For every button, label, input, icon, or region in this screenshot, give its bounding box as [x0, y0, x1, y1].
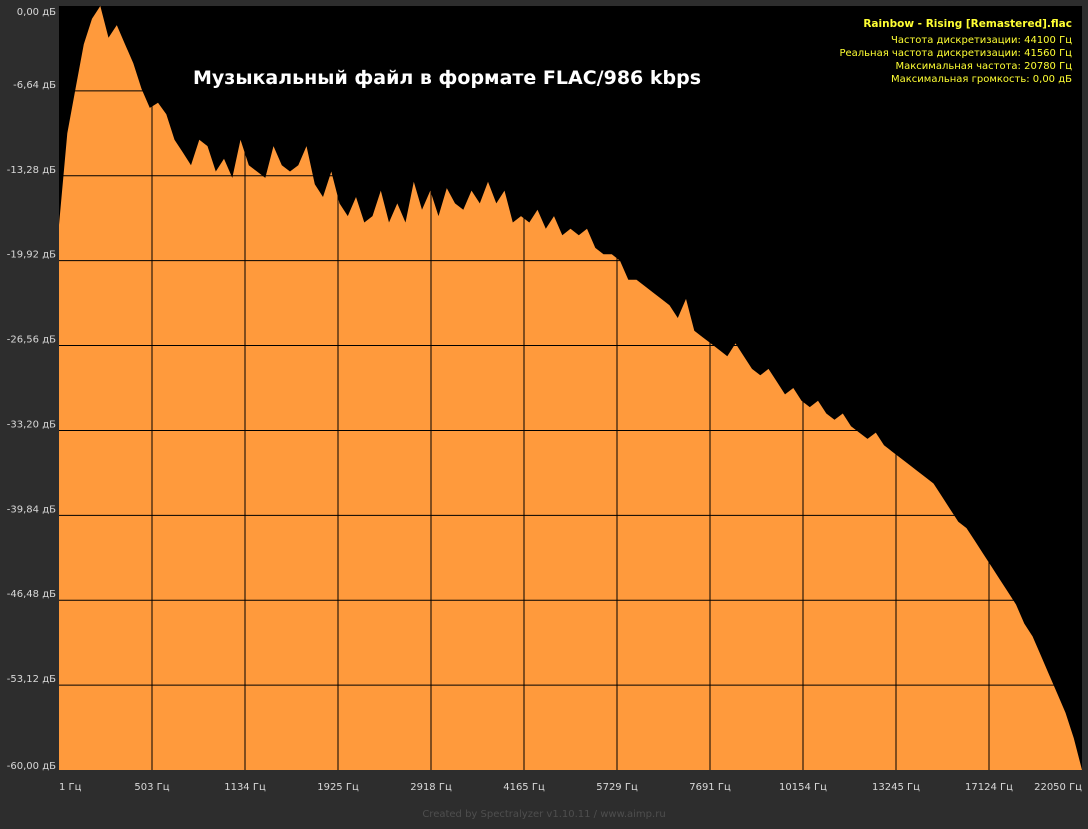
y-tick-label: -26,56 дБ [7, 335, 56, 346]
x-tick-label: 5729 Гц [596, 782, 638, 793]
y-tick-label: 0,00 дБ [17, 7, 56, 18]
y-tick-label: -39,84 дБ [7, 504, 56, 515]
spectrum-area [59, 6, 1082, 770]
x-tick-label: 10154 Гц [779, 782, 827, 793]
y-tick-label: -46,48 дБ [7, 589, 56, 600]
grid-lines [59, 6, 1082, 770]
x-tick-label: 1134 Гц [224, 782, 266, 793]
y-axis-ticks: 0,00 дБ -6,64 дБ -13,28 дБ -19,92 дБ -26,56 … [7, 7, 56, 772]
y-tick-label: -33,20 дБ [7, 419, 56, 430]
x-tick-label: 2918 Гц [410, 782, 452, 793]
info-max-loudness: Максимальная громкость: 0,00 дБ [891, 74, 1072, 85]
y-tick-label: -6,64 дБ [13, 80, 56, 91]
chart-title: Музыкальный файл в формате FLAC/986 kbps [193, 67, 701, 89]
x-axis-ticks: 1 Гц 503 Гц 1134 Гц 1925 Гц 2918 Гц 4165 Гц 57… [59, 782, 1082, 793]
x-tick-label: 503 Гц [134, 782, 169, 793]
x-tick-label: 17124 Гц [965, 782, 1013, 793]
x-tick-label: 4165 Гц [503, 782, 545, 793]
x-tick-label: 1 Гц [59, 782, 82, 793]
y-tick-label: -13,28 дБ [7, 165, 56, 176]
y-tick-label: -53,12 дБ [7, 674, 56, 685]
info-sample-rate: Частота дискретизации: 44100 Гц [891, 35, 1072, 46]
footer-credit: Created by Spectralyzer v1.10.11 / www.a… [422, 809, 665, 820]
info-real-sample-rate: Реальная частота дискретизации: 41560 Гц [839, 48, 1072, 59]
info-max-frequency: Максимальная частота: 20780 Гц [896, 61, 1073, 72]
x-tick-label: 7691 Гц [689, 782, 731, 793]
info-file-name: Rainbow - Rising [Remastered].flac [863, 18, 1072, 30]
y-tick-label: -19,92 дБ [7, 250, 56, 261]
x-tick-label: 22050 Гц [1034, 782, 1082, 793]
x-tick-label: 1925 Гц [317, 782, 359, 793]
y-tick-label: -60,00 дБ [7, 761, 56, 772]
x-tick-label: 13245 Гц [872, 782, 920, 793]
